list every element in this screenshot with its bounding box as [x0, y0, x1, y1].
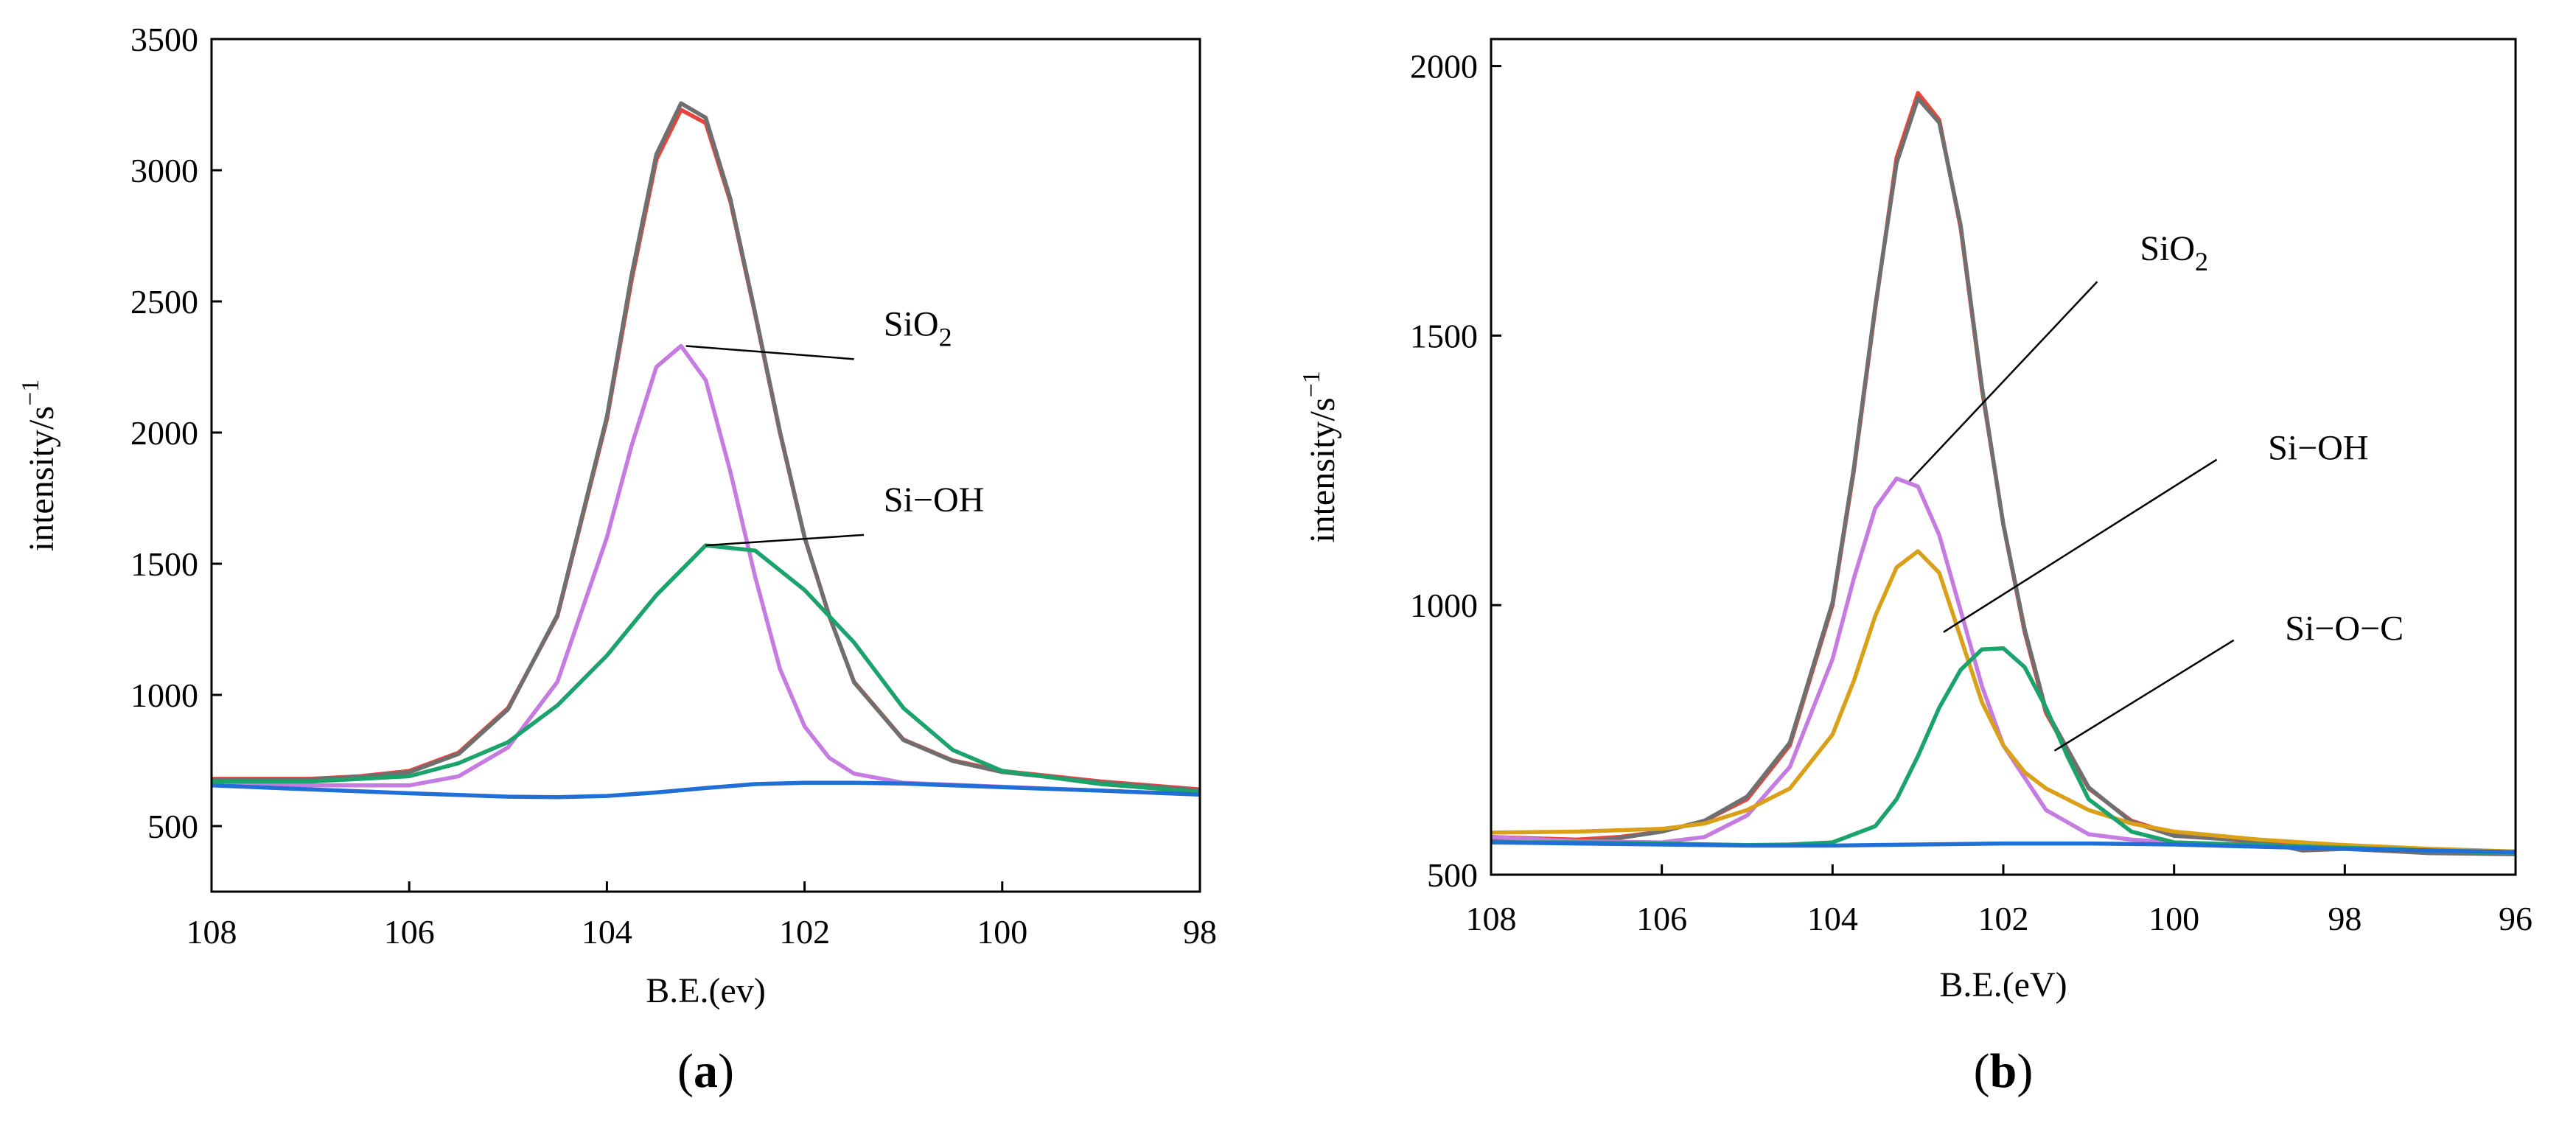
series-line-sio2	[212, 343, 1200, 797]
x-tick-label: 104	[582, 913, 632, 951]
series-group	[212, 101, 1200, 800]
y-tick-label: 1500	[1410, 317, 1478, 354]
x-tick-label: 102	[1978, 900, 2029, 937]
chart-panel-b: 500 1000 1500 2000 108 106 104 102 100 98 96 B.E.(e…	[1298, 38, 2533, 1098]
annotation-label-si-oh: Si−OH	[2268, 429, 2368, 468]
series-line-raw-spectrum	[212, 101, 1200, 793]
y-axis-label-superscript: −1	[1298, 371, 1325, 397]
annotation-subscript: 2	[939, 322, 952, 352]
annotation-leader-si-oh	[1943, 458, 2218, 633]
x-tick-label: 96	[2499, 900, 2533, 937]
y-tick-label: 1000	[1410, 587, 1478, 624]
panel-label-close: )	[2017, 1044, 2033, 1098]
y-tick-label: 3500	[130, 21, 198, 58]
panel-label-letter: a	[694, 1044, 718, 1098]
x-tick-label: 108	[1466, 900, 1517, 937]
y-tick-label: 500	[1427, 856, 1478, 894]
annotation-leader-si-o-c	[2053, 639, 2235, 752]
y-axis-label: intensity/s−1	[17, 380, 61, 552]
annotation-label-si-oh: Si−OH	[884, 480, 984, 520]
series-line-fitted-envelope	[1491, 91, 2516, 854]
annotation-text: Si−OH	[2268, 429, 2368, 468]
y-axis-label-superscript: −1	[17, 380, 44, 406]
series-line-background	[212, 780, 1200, 800]
x-tick-label: 98	[2328, 900, 2362, 937]
annotation-text: SiO	[2140, 229, 2195, 268]
series-line-background	[1491, 840, 2516, 855]
series-line-fitted-envelope	[212, 108, 1200, 791]
series-line-si-oh	[212, 543, 1200, 794]
annotation-subscript: 2	[2195, 247, 2208, 276]
annotation-text: Si−O−C	[2285, 609, 2404, 648]
y-tick-label: 2000	[1410, 48, 1478, 85]
panel-label-close: )	[718, 1044, 734, 1098]
x-tick-label: 108	[186, 913, 237, 951]
y-tick-label: 2000	[130, 414, 198, 452]
x-tick-label: 106	[1636, 900, 1687, 937]
x-tick-label: 102	[779, 913, 830, 951]
chart-panel-a: 500 1000 1500 2000 2500 3000 3500 108 106 104 102 1…	[17, 21, 1217, 1098]
annotation-label-sio2: SiO2	[884, 304, 952, 352]
y-axis-label-text: intensity/s	[22, 406, 61, 551]
panel-label-open: (	[677, 1044, 694, 1098]
annotation-text: SiO	[884, 304, 939, 343]
series-line-si-oh	[1491, 549, 2516, 854]
x-tick-label: 104	[1807, 900, 1858, 937]
series-group	[1491, 91, 2516, 856]
y-axis-label-text: intensity/s	[1303, 397, 1342, 542]
annotation-leader-sio2	[1908, 281, 2098, 482]
x-tick-label: 100	[2149, 900, 2199, 937]
y-axis-label: intensity/s−1	[1298, 371, 1342, 543]
y-tick-label: 2500	[130, 283, 198, 321]
x-tick-label: 98	[1183, 913, 1217, 951]
x-tick-label: 100	[977, 913, 1027, 951]
annotation-text: Si−OH	[884, 480, 984, 520]
x-axis-label: B.E.(eV)	[1939, 965, 2067, 1004]
y-tick-label: 500	[147, 808, 198, 845]
y-tick-label: 1000	[130, 676, 198, 714]
series-line-raw-spectrum	[1491, 96, 2516, 856]
panel-label-open: (	[1974, 1044, 1990, 1098]
series-line-si-o-c	[1491, 646, 2516, 856]
x-axis-label: B.E.(ev)	[646, 971, 766, 1010]
y-tick-label: 1500	[130, 545, 198, 583]
annotation-leader-si-oh	[705, 534, 865, 547]
annotation-label-sio2: SiO2	[2140, 229, 2208, 276]
panel-label: (a)	[677, 1044, 734, 1098]
panel-label: (b)	[1974, 1044, 2034, 1098]
panel-label-letter: b	[1990, 1044, 2017, 1098]
annotation-leader-sio2	[685, 345, 854, 360]
y-tick-label: 3000	[130, 152, 198, 189]
x-tick-label: 106	[384, 913, 435, 951]
plot-frame	[210, 38, 1201, 893]
annotation-label-si-o-c: Si−O−C	[2285, 609, 2404, 648]
